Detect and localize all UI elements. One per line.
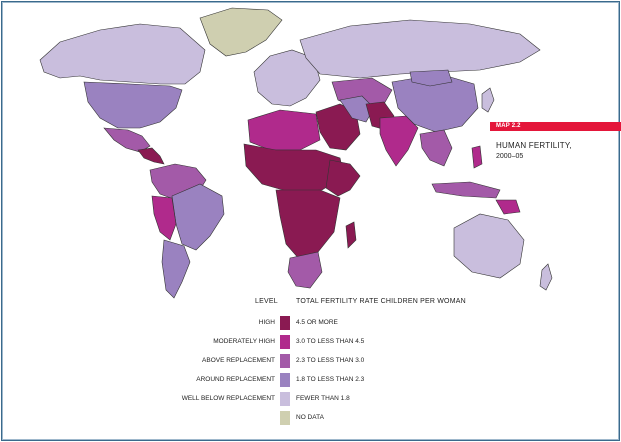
legend-level-label: WELL BELOW REPLACEMENT — [181, 395, 275, 402]
legend-row: AROUND REPLACEMENT 1.8 TO LESS THAN 2.3 — [0, 373, 621, 387]
legend-swatch-above-replacement — [280, 354, 290, 368]
region-southeast-asia — [419, 129, 453, 167]
legend-row: HIGH 4.5 OR MORE — [0, 316, 621, 330]
region-indonesia — [431, 181, 501, 199]
region-madagascar — [345, 221, 357, 249]
region-southern-cone — [161, 239, 191, 299]
region-brazil — [171, 183, 225, 251]
region-mongolia — [409, 69, 453, 87]
region-north-africa — [247, 109, 321, 151]
legend-swatch-no-data — [280, 411, 290, 425]
legend-range-label: FEWER THAN 1.8 — [296, 395, 350, 402]
map-years: 2000–05 — [496, 153, 524, 160]
legend-swatch-moderately-high — [280, 335, 290, 349]
region-southern-africa — [287, 251, 323, 289]
legend-range-label: 1.8 TO LESS THAN 2.3 — [296, 376, 365, 383]
map-badge: MAP 2.2 — [490, 122, 621, 131]
region-new-guinea — [495, 199, 521, 215]
legend-range-label: 2.3 TO LESS THAN 3.0 — [296, 357, 365, 364]
region-india — [379, 115, 419, 167]
region-andes — [151, 195, 177, 241]
region-russia — [299, 19, 541, 79]
region-mexico — [103, 127, 151, 153]
legend-rate-header: TOTAL FERTILITY RATE CHILDREN PER WOMAN — [296, 298, 466, 305]
world-map — [39, 7, 553, 299]
legend-level-label: ABOVE REPLACEMENT — [202, 357, 275, 364]
region-philippines — [471, 145, 483, 169]
legend-level-label: HIGH — [258, 319, 275, 326]
region-canada — [39, 23, 206, 85]
region-horn-of-africa — [325, 159, 361, 197]
region-central-africa — [275, 189, 341, 261]
legend-range-label: 4.5 OR MORE — [296, 319, 338, 326]
region-greenland — [199, 7, 283, 57]
legend-row: NO DATA — [0, 411, 621, 425]
legend-swatch-high — [280, 316, 290, 330]
legend-level-label: AROUND REPLACEMENT — [196, 376, 275, 383]
legend-swatch-around-replacement — [280, 373, 290, 387]
legend-level-label: MODERATELY HIGH — [213, 338, 275, 345]
map-title: HUMAN FERTILITY, — [496, 141, 572, 150]
legend-range-label: 3.0 TO LESS THAN 4.5 — [296, 338, 365, 345]
region-arabia — [315, 103, 361, 151]
region-australia — [453, 213, 525, 279]
region-china — [391, 73, 479, 133]
region-japan — [481, 87, 495, 113]
legend-range-label: NO DATA — [296, 414, 324, 421]
region-europe — [253, 49, 321, 107]
legend-row: WELL BELOW REPLACEMENT FEWER THAN 1.8 — [0, 392, 621, 406]
legend-row: MODERATELY HIGH 3.0 TO LESS THAN 4.5 — [0, 335, 621, 349]
region-new-zealand — [539, 263, 553, 291]
legend-row: ABOVE REPLACEMENT 2.3 TO LESS THAN 3.0 — [0, 354, 621, 368]
region-usa — [83, 81, 183, 129]
legend-swatch-well-below-replacement — [280, 392, 290, 406]
region-central-america — [137, 147, 165, 165]
legend-level-header: LEVEL — [255, 298, 278, 305]
